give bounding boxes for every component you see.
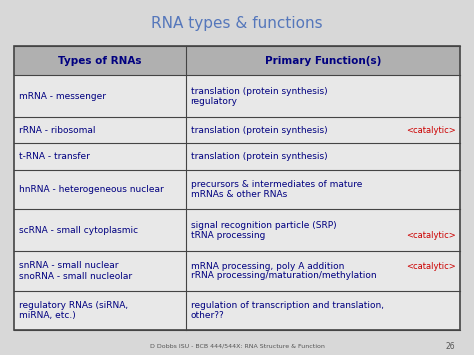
Text: translation (protein synthesis): translation (protein synthesis) — [191, 126, 327, 135]
Text: <catalytic>: <catalytic> — [406, 126, 456, 135]
Text: signal recognition particle (SRP): signal recognition particle (SRP) — [191, 221, 336, 230]
Text: regulatory RNAs (siRNA,
miRNA, etc.): regulatory RNAs (siRNA, miRNA, etc.) — [19, 301, 128, 320]
Text: precursors & intermediates of mature: precursors & intermediates of mature — [191, 180, 362, 189]
Text: t-RNA - transfer: t-RNA - transfer — [19, 152, 90, 161]
Text: hnRNA - heterogeneous nuclear: hnRNA - heterogeneous nuclear — [19, 185, 164, 194]
Text: Primary Function(s): Primary Function(s) — [264, 56, 381, 66]
Bar — [14, 46, 460, 330]
Text: mRNAs & other RNAs: mRNAs & other RNAs — [191, 190, 287, 199]
Text: rRNA - ribosomal: rRNA - ribosomal — [19, 126, 95, 135]
Text: <catalytic>: <catalytic> — [406, 262, 456, 271]
Text: mRNA processing, poly A addition: mRNA processing, poly A addition — [191, 262, 344, 271]
Text: mRNA - messenger: mRNA - messenger — [19, 92, 106, 100]
Text: scRNA - small cytoplasmic: scRNA - small cytoplasmic — [19, 226, 138, 235]
Text: Types of RNAs: Types of RNAs — [58, 56, 142, 66]
Text: rRNA processing/maturation/methylation: rRNA processing/maturation/methylation — [191, 272, 376, 280]
Text: translation (protein synthesis): translation (protein synthesis) — [191, 152, 327, 161]
Text: 26: 26 — [446, 342, 455, 351]
Text: translation (protein synthesis): translation (protein synthesis) — [191, 87, 327, 95]
Text: snRNA - small nuclear
snoRNA - small nucleolar: snRNA - small nuclear snoRNA - small nuc… — [19, 261, 132, 281]
Text: regulation of transcription and translation,: regulation of transcription and translat… — [191, 301, 383, 310]
Text: <catalytic>: <catalytic> — [406, 231, 456, 240]
Text: tRNA processing: tRNA processing — [191, 231, 265, 240]
Text: D Dobbs ISU - BCB 444/544X: RNA Structure & Function: D Dobbs ISU - BCB 444/544X: RNA Structur… — [150, 344, 324, 349]
Bar — [14, 46, 460, 330]
Bar — [14, 46, 460, 75]
Text: RNA types & functions: RNA types & functions — [151, 16, 323, 31]
Text: other??: other?? — [191, 311, 224, 320]
Text: regulatory: regulatory — [191, 97, 237, 105]
